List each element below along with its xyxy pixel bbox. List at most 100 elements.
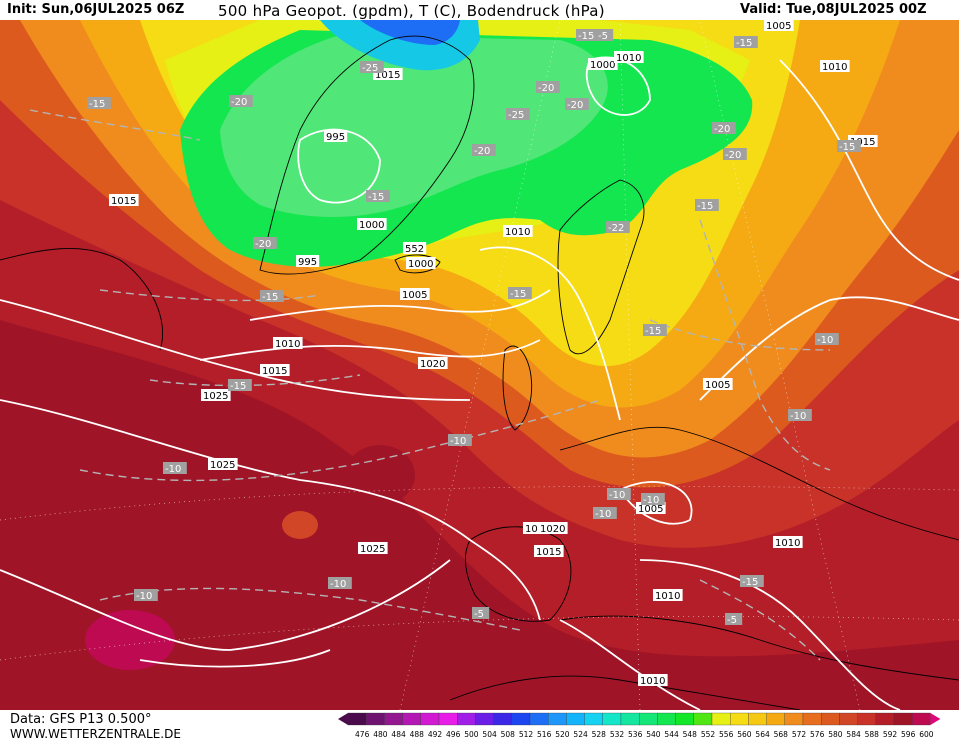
scale-swatch bbox=[620, 712, 640, 726]
scale-swatch bbox=[730, 712, 749, 726]
scale-tick-label: 516 bbox=[537, 730, 552, 739]
isobar-label: 1000 bbox=[588, 58, 618, 71]
isobar-label: 1025 bbox=[201, 389, 231, 402]
coastline-canada bbox=[0, 248, 164, 351]
isobar-label-text: 1000 bbox=[590, 60, 615, 71]
isobar bbox=[249, 289, 551, 321]
scale-tick-label: 568 bbox=[774, 730, 789, 739]
temperature-label: -20 bbox=[536, 81, 560, 94]
isobar-label: 1025 bbox=[208, 458, 238, 471]
scale-swatch bbox=[693, 712, 713, 726]
temperature-label: -25 bbox=[360, 61, 384, 74]
scale-tick-label: 504 bbox=[482, 730, 497, 739]
temperature-label-text: -20 bbox=[255, 239, 271, 250]
temperature-label-text: -15 bbox=[839, 142, 855, 153]
isobar-label-text: 1015 bbox=[375, 70, 400, 81]
isobar-label-text: 1025 bbox=[203, 391, 228, 402]
temperature-label: -10 bbox=[815, 333, 839, 346]
isobar-label-text: 1010 bbox=[505, 227, 530, 238]
temperature-label-layer: -15 -15 -15 -15 -25 -20 -20 -20 -25 -20 -20 -15 -15 -… bbox=[87, 29, 861, 626]
shading-patch-red bbox=[345, 445, 415, 505]
temperature-label-text: -10 bbox=[165, 464, 181, 475]
temperature-label-text: -10 bbox=[330, 579, 346, 590]
isobar bbox=[0, 399, 541, 621]
scale-tick-label: 488 bbox=[410, 730, 425, 739]
scale-tick-label: 588 bbox=[865, 730, 880, 739]
isobar bbox=[559, 619, 701, 710]
isobar-label: 1000 bbox=[357, 218, 387, 231]
temperature-label-text: -20 bbox=[725, 150, 741, 161]
website-link[interactable]: WWW.WETTERZENTRALE.DE bbox=[10, 727, 181, 741]
isobar-label: 1010 bbox=[638, 674, 668, 687]
temperature-label-text: -15 bbox=[742, 577, 758, 588]
temperature-label-text: -10 bbox=[136, 591, 152, 602]
isotherm bbox=[99, 289, 321, 302]
coastline-iceland bbox=[394, 254, 441, 274]
isobar-label: 1005 bbox=[764, 20, 794, 32]
scale-tick-label: 596 bbox=[901, 730, 916, 739]
isobar-label: 1010 bbox=[273, 337, 303, 350]
scale-tick-label: 500 bbox=[464, 730, 479, 739]
isobar-label: 1005 bbox=[703, 378, 733, 391]
temperature-label-text: -15 bbox=[230, 381, 246, 392]
isobar-label-text: 1010 bbox=[775, 538, 800, 549]
isobar-label-text: 1010 bbox=[640, 676, 665, 687]
graticule-line bbox=[619, 20, 641, 710]
graticule bbox=[0, 20, 959, 710]
scale-swatch bbox=[893, 712, 913, 726]
isobar-label-text: 1010 bbox=[616, 53, 641, 64]
temperature-label-text: -20 bbox=[567, 100, 583, 111]
scale-tick-label: 560 bbox=[737, 730, 752, 739]
isobar bbox=[779, 59, 959, 281]
isobar-label-text: 552 bbox=[405, 244, 424, 255]
scale-tick-label: 552 bbox=[701, 730, 716, 739]
scale-tick-label: 480 bbox=[373, 730, 388, 739]
scale-swatch bbox=[366, 712, 385, 726]
isobar-label-text: 1025 bbox=[360, 544, 385, 555]
isobar-label: 1015 bbox=[109, 194, 139, 207]
isobar-label-text: 1005 bbox=[402, 290, 427, 301]
graticule-line bbox=[399, 20, 561, 710]
temperature-label-text: -20 bbox=[474, 146, 490, 157]
scale-tick-label: 528 bbox=[592, 730, 607, 739]
isobar-label-text: 1025 bbox=[210, 460, 235, 471]
scale-arrow-high bbox=[930, 713, 941, 725]
shading-patch-orange-red bbox=[282, 511, 318, 539]
isobar-label-text: 1020 bbox=[525, 524, 550, 535]
isobar-label-text: 1015 bbox=[111, 196, 136, 207]
isobar-label: 1010 bbox=[820, 60, 850, 73]
isobar-label: 1000 bbox=[406, 257, 436, 270]
temperature-label: -20 bbox=[253, 237, 277, 250]
isobar-label: 1025 bbox=[358, 542, 388, 555]
color-scale: 476 480 484 488 492 496 500 504 508 512 516 520 524 5… bbox=[338, 712, 941, 739]
scale-swatch bbox=[675, 712, 694, 726]
temperature-label-text: -15 bbox=[89, 99, 105, 110]
map-title: 500 hPa Geopot. (gpdm), T (C), Bodendruc… bbox=[218, 2, 605, 20]
scale-tick-label: 580 bbox=[828, 730, 843, 739]
isobar-label: 1020 bbox=[538, 522, 568, 535]
temperature-label: -15 bbox=[576, 29, 600, 42]
isobar-label: 1010 bbox=[614, 51, 644, 64]
isobar-label: 1010 bbox=[503, 225, 533, 238]
isobar-label-text: 1015 bbox=[850, 137, 875, 148]
temperature-label-text: -15 bbox=[262, 292, 278, 303]
temperature-label: -5 bbox=[725, 613, 743, 626]
scale-tick-label: 532 bbox=[610, 730, 625, 739]
coastline-british-isles bbox=[502, 345, 533, 431]
isobar bbox=[0, 299, 471, 401]
isobar-label-text: 1005 bbox=[766, 21, 791, 32]
temperature-label-text: -25 bbox=[508, 110, 524, 121]
scale-swatch bbox=[347, 712, 367, 726]
coastlines bbox=[0, 35, 959, 710]
temperature-label: -15 bbox=[366, 190, 390, 203]
scale-tick-label: 576 bbox=[810, 730, 825, 739]
temperature-label-text: -5 bbox=[474, 609, 484, 620]
scale-tick-label: 592 bbox=[883, 730, 898, 739]
scale-swatch bbox=[511, 712, 531, 726]
temperature-label: -25 bbox=[506, 108, 530, 121]
isobar-label: 1010 bbox=[773, 536, 803, 549]
isotherm bbox=[699, 579, 821, 661]
scale-tick-label: 492 bbox=[428, 730, 443, 739]
isobar bbox=[585, 56, 651, 116]
